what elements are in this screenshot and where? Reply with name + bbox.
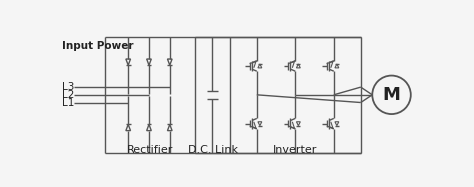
- Text: Inverter: Inverter: [273, 145, 318, 155]
- Text: M: M: [383, 86, 401, 104]
- Text: L3: L3: [62, 82, 74, 92]
- Text: Rectifier: Rectifier: [127, 145, 173, 155]
- Text: L1: L1: [62, 97, 74, 108]
- Text: L2: L2: [62, 90, 74, 100]
- Text: D.C. Link: D.C. Link: [188, 145, 237, 155]
- Text: Input Power: Input Power: [62, 41, 134, 51]
